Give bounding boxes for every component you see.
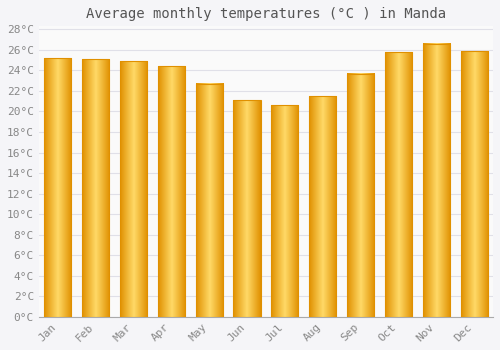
Title: Average monthly temperatures (°C ) in Manda: Average monthly temperatures (°C ) in Ma…	[86, 7, 446, 21]
Bar	[196, 84, 223, 317]
Bar	[422, 44, 450, 317]
Bar	[82, 59, 109, 317]
Bar	[347, 74, 374, 317]
Bar	[460, 51, 488, 317]
Bar	[120, 61, 147, 317]
Bar	[309, 96, 336, 317]
Bar	[44, 58, 72, 317]
Bar	[234, 100, 260, 317]
Bar	[158, 66, 185, 317]
Bar	[271, 105, 298, 317]
Bar	[385, 52, 412, 317]
